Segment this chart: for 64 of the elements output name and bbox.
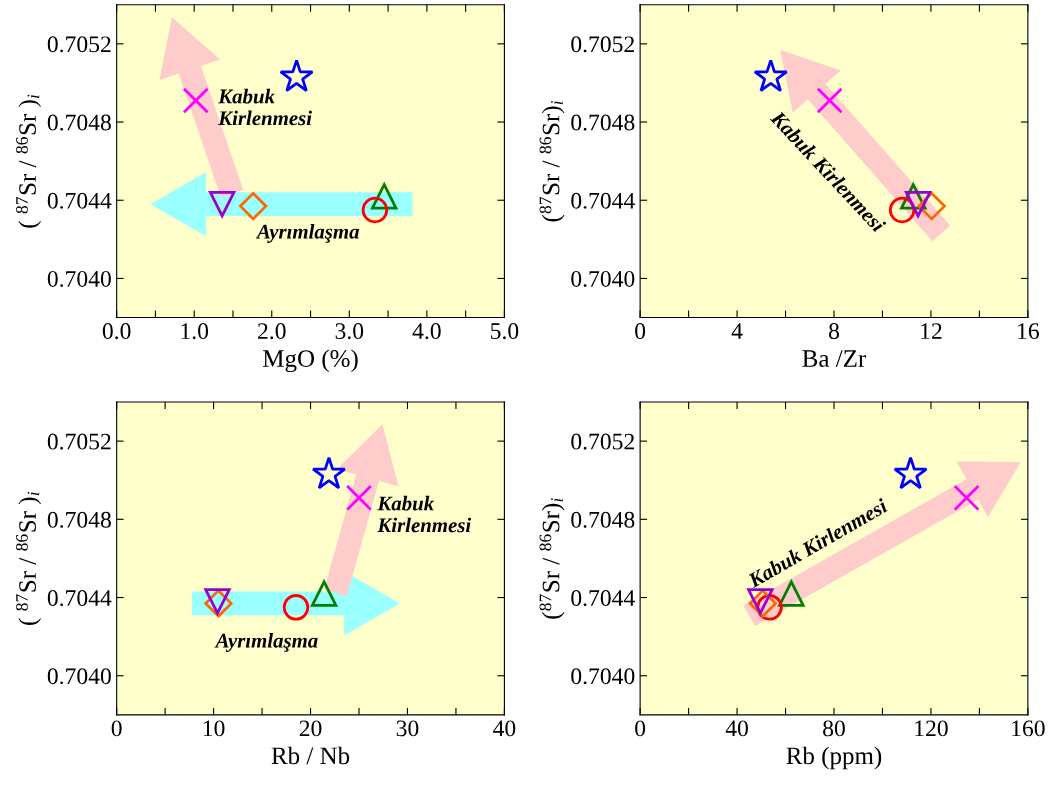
x-tick-label: 160 — [1012, 720, 1045, 737]
x-tick-label: 120 — [915, 720, 948, 737]
y-tick-label: 0.7048 — [47, 511, 111, 528]
point — [310, 580, 338, 607]
annotation: Kabuk Kirlenmesi — [377, 495, 472, 533]
x-tick-label: 80 — [823, 720, 845, 737]
annotation: Kabuk Kirlenmesi — [218, 88, 312, 126]
y-tick-label: 0.7044 — [571, 192, 635, 209]
x-tick-label: 30 — [396, 720, 419, 737]
point — [311, 456, 347, 490]
x-tick-label: 10 — [203, 720, 225, 737]
point — [361, 196, 389, 224]
point — [953, 484, 980, 512]
x-tick-label: 4.0 — [412, 323, 441, 340]
y-axis-title: ( $^{87}$Sr / $^{86}$Sr )$_{i}$ — [16, 491, 42, 625]
point — [753, 59, 788, 92]
point — [282, 594, 310, 621]
point — [345, 484, 373, 512]
x-tick-label: 0 — [111, 720, 122, 737]
x-tick-label: 5.0 — [491, 323, 519, 340]
x-tick-label: 3.0 — [335, 323, 364, 340]
annotation: Ayrımlaşma — [255, 224, 360, 243]
x-axis-title: Ba /Zr — [802, 350, 867, 367]
point — [182, 87, 209, 114]
y-tick-label: 0.7040 — [47, 668, 111, 685]
y-tick-label: 0.7048 — [571, 114, 635, 131]
x-tick-label: 0.0 — [102, 323, 131, 340]
x-tick-label: 0 — [635, 323, 646, 340]
y-tick-label: 0.7052 — [571, 36, 634, 53]
x-tick-label: 40 — [493, 720, 516, 737]
x-tick-label: 12 — [921, 323, 942, 339]
y-axis-title: ($^{87}$Sr / $^{86}$Sr)$_{i}$ — [539, 498, 565, 619]
y-tick-label: 0.7044 — [47, 192, 112, 209]
x-tick-label: 1.0 — [181, 323, 209, 340]
y-axis-title: ( $^{87}$Sr / $^{86}$Sr )$_{i}$ — [16, 94, 42, 228]
point — [208, 190, 236, 218]
point — [371, 183, 398, 210]
x-tick-label: 16 — [1018, 323, 1039, 340]
y-tick-label: 0.7052 — [47, 36, 111, 53]
y-tick-label: 0.7040 — [47, 270, 111, 287]
y-tick-label: 0.7044 — [571, 590, 635, 607]
point — [904, 190, 932, 218]
annotation: Ayrımlaşma — [214, 633, 318, 652]
y-tick-label: 0.7052 — [47, 433, 111, 450]
y-tick-label: 0.7044 — [47, 590, 112, 607]
y-tick-label: 0.7040 — [571, 270, 635, 287]
x-tick-label: 4 — [731, 323, 743, 339]
x-axis-title: MgO (%) — [263, 349, 358, 373]
y-tick-label: 0.7048 — [47, 114, 111, 131]
x-tick-label: 2.0 — [258, 323, 286, 340]
x-axis-title: Rb / Nb — [271, 746, 350, 765]
x-tick-label: 8 — [829, 323, 839, 340]
x-tick-label: 40 — [725, 720, 748, 737]
x-tick-label: 20 — [299, 720, 322, 737]
point — [893, 456, 928, 490]
y-tick-label: 0.7040 — [571, 668, 635, 685]
x-tick-label: 0 — [635, 720, 646, 737]
x-axis-title: Rb (ppm) — [786, 746, 882, 770]
y-tick-label: 0.7052 — [571, 433, 634, 450]
y-axis-title: ($^{87}$Sr / $^{86}$Sr)$_{i}$ — [539, 100, 565, 222]
point — [238, 191, 268, 221]
point — [816, 87, 843, 114]
point — [279, 59, 314, 92]
y-tick-label: 0.7048 — [571, 511, 635, 528]
